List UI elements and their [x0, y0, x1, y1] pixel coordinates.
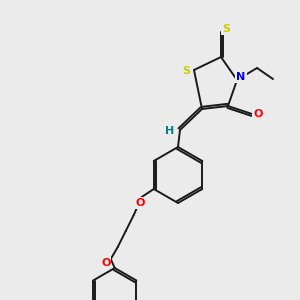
Text: O: O: [135, 198, 144, 208]
Text: O: O: [253, 109, 263, 119]
Text: S: S: [182, 66, 190, 76]
Text: O: O: [101, 258, 110, 268]
Text: H: H: [165, 126, 175, 136]
Text: S: S: [222, 24, 230, 34]
Text: N: N: [236, 72, 246, 82]
